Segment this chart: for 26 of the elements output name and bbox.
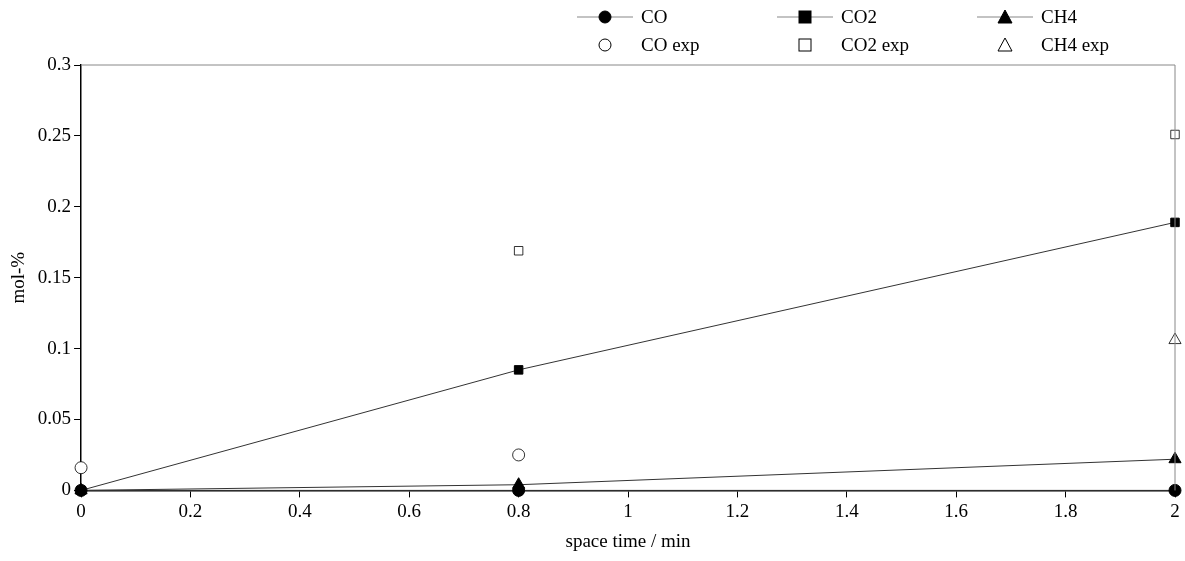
y-tick-label: 0.3	[47, 52, 72, 74]
x-tick-label: 0.4	[287, 499, 313, 521]
y-tick-label: 0.25	[37, 123, 72, 145]
x-tick-label: 0	[76, 499, 86, 521]
legend-label: CO exp	[641, 34, 700, 56]
y-axis-title: mol-%	[7, 251, 29, 304]
x-tick-label: 1.4	[834, 499, 860, 521]
legend-label: CO2	[841, 6, 877, 28]
legend-label: CH4	[1041, 6, 1077, 28]
x-axis-title: space time / min	[565, 529, 692, 551]
x-tick-label: 0.6	[397, 499, 422, 521]
legend-label: CO	[641, 6, 668, 28]
x-tick-label: 1.2	[725, 499, 750, 521]
y-tick-label: 0.2	[47, 194, 72, 216]
y-tick-label: 0	[61, 478, 72, 500]
x-tick-label: 1.6	[944, 499, 969, 521]
legend-label: CH4 exp	[1041, 34, 1110, 56]
x-tick-label: 0.8	[506, 499, 531, 521]
legend-label: CO2 exp	[841, 34, 910, 56]
y-tick-label: 0.1	[47, 336, 72, 358]
y-tick-label: 0.05	[37, 407, 72, 429]
x-tick-label: 1	[623, 499, 633, 521]
y-tick-label: 0.15	[37, 265, 72, 287]
x-tick-label: 2	[1170, 499, 1180, 521]
x-tick-label: 1.8	[1053, 499, 1078, 521]
x-tick-label: 0.2	[178, 499, 203, 521]
